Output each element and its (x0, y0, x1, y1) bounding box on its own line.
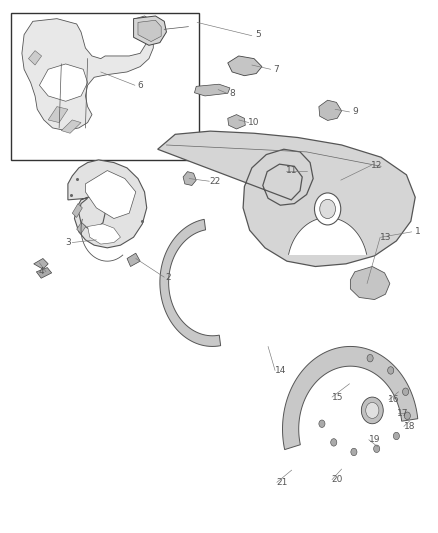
Text: 5: 5 (255, 30, 261, 39)
Polygon shape (34, 259, 48, 269)
Text: 20: 20 (332, 475, 343, 484)
Circle shape (319, 420, 325, 427)
Polygon shape (138, 20, 161, 42)
Text: 18: 18 (404, 422, 415, 431)
Circle shape (361, 397, 383, 424)
Text: 22: 22 (209, 177, 220, 185)
Polygon shape (158, 131, 415, 266)
Circle shape (351, 448, 357, 456)
Text: 16: 16 (389, 395, 400, 404)
Polygon shape (228, 115, 245, 129)
Polygon shape (72, 204, 82, 217)
Circle shape (366, 402, 379, 418)
Text: 10: 10 (248, 118, 260, 127)
Circle shape (374, 445, 380, 453)
Circle shape (367, 354, 373, 362)
Polygon shape (22, 16, 153, 131)
Polygon shape (68, 160, 147, 248)
Circle shape (388, 367, 394, 374)
Polygon shape (77, 222, 86, 233)
Text: 21: 21 (277, 478, 288, 487)
Polygon shape (289, 217, 367, 254)
Circle shape (404, 412, 410, 419)
Polygon shape (28, 51, 42, 65)
Text: 17: 17 (397, 409, 409, 417)
Text: 7: 7 (273, 65, 279, 74)
Text: 3: 3 (65, 238, 71, 247)
Circle shape (314, 193, 341, 225)
Polygon shape (194, 84, 230, 96)
Text: 11: 11 (286, 166, 297, 175)
Polygon shape (127, 253, 140, 266)
Text: 15: 15 (332, 393, 343, 401)
Text: 19: 19 (369, 435, 380, 444)
Text: 14: 14 (275, 366, 286, 375)
Polygon shape (85, 171, 136, 219)
Bar (11, 13, 199, 160)
Circle shape (320, 199, 336, 219)
Text: 13: 13 (380, 233, 391, 241)
Polygon shape (283, 346, 418, 450)
Text: 2: 2 (166, 273, 171, 281)
Circle shape (393, 432, 399, 440)
Text: 8: 8 (229, 89, 235, 98)
Text: 12: 12 (371, 161, 382, 169)
Polygon shape (61, 120, 81, 133)
Text: 9: 9 (352, 108, 358, 116)
Polygon shape (48, 107, 68, 123)
Polygon shape (134, 16, 166, 45)
Polygon shape (88, 224, 120, 244)
Polygon shape (39, 64, 88, 101)
Polygon shape (350, 266, 390, 300)
Polygon shape (36, 268, 52, 278)
Circle shape (331, 439, 337, 446)
Text: 6: 6 (137, 81, 143, 90)
Circle shape (403, 388, 409, 395)
Polygon shape (183, 172, 196, 185)
Text: 1: 1 (415, 228, 421, 236)
Polygon shape (160, 219, 221, 346)
Polygon shape (228, 56, 262, 76)
Polygon shape (319, 100, 342, 120)
Text: 4: 4 (39, 268, 44, 276)
